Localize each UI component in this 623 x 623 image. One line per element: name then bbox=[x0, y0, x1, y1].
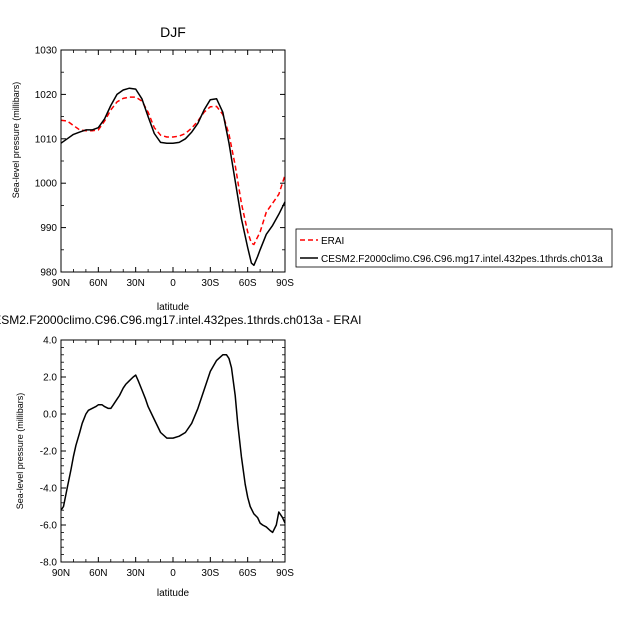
x-tick-label: 60S bbox=[239, 278, 257, 289]
y-tick-label: 1030 bbox=[35, 46, 58, 57]
x-tick-label: 30N bbox=[126, 568, 144, 579]
x-tick-labels: 90N 60N 30N 0 30S 60S 90S bbox=[52, 568, 294, 579]
series-lines bbox=[60, 87, 286, 267]
x-tick-label: 0 bbox=[170, 278, 176, 289]
y-tick-label: -2.0 bbox=[40, 447, 58, 458]
x-tick-label: 30N bbox=[126, 278, 144, 289]
series-line-cesm2 bbox=[60, 87, 286, 267]
axis-ticks bbox=[60, 49, 286, 273]
x-tick-label: 60N bbox=[89, 568, 107, 579]
y-tick-label: 1010 bbox=[35, 134, 58, 145]
legend-entry-erai: ERAI bbox=[321, 236, 344, 247]
series-lines bbox=[60, 354, 286, 534]
y-tick-label: -6.0 bbox=[40, 521, 58, 532]
y-tick-label: -8.0 bbox=[40, 558, 58, 569]
x-tick-label: 90N bbox=[52, 278, 70, 289]
legend: ERAI CESM2.F2000climo.C96.C96.mg17.intel… bbox=[295, 228, 613, 268]
series-line-difference bbox=[60, 354, 286, 534]
y-tick-label: 980 bbox=[40, 268, 57, 279]
x-tick-label: 0 bbox=[170, 568, 176, 579]
y-axis-label: Sea-level pressure (millibars) bbox=[11, 82, 21, 199]
y-axis-label: Sea-level pressure (millibars) bbox=[15, 393, 25, 510]
y-tick-label: 990 bbox=[40, 223, 57, 234]
x-tick-labels: 90N 60N 30N 0 30S 60S 90S bbox=[52, 278, 294, 289]
x-tick-label: 30S bbox=[201, 568, 219, 579]
y-tick-label: -4.0 bbox=[40, 484, 58, 495]
chart-title: CESM2.F2000climo.C96.C96.mg17.intel.432p… bbox=[0, 313, 361, 327]
x-axis-label: latitude bbox=[157, 588, 190, 599]
x-axis-label: latitude bbox=[157, 302, 190, 313]
chart-title: DJF bbox=[160, 24, 186, 40]
axis-ticks bbox=[60, 339, 286, 563]
chart-panel-djf: DJF latitude Sea-level pressure (milliba… bbox=[11, 24, 294, 313]
x-tick-label: 30S bbox=[201, 278, 219, 289]
y-tick-label: 1000 bbox=[35, 179, 58, 190]
y-tick-label: 4.0 bbox=[43, 336, 57, 347]
y-tick-label: 1020 bbox=[35, 90, 58, 101]
legend-box bbox=[295, 228, 613, 268]
x-tick-label: 90N bbox=[52, 568, 70, 579]
x-tick-label: 60S bbox=[239, 568, 257, 579]
chart-panel-difference: CESM2.F2000climo.C96.C96.mg17.intel.432p… bbox=[0, 313, 361, 599]
y-tick-label: 0.0 bbox=[43, 410, 57, 421]
y-tick-labels: 980 990 1000 1010 1020 1030 bbox=[35, 46, 58, 279]
plot-frame bbox=[60, 339, 286, 563]
x-tick-label: 90S bbox=[276, 278, 294, 289]
legend-entry-cesm2: CESM2.F2000climo.C96.C96.mg17.intel.432p… bbox=[321, 254, 603, 265]
y-tick-label: 2.0 bbox=[43, 373, 57, 384]
y-tick-labels: -8.0 -6.0 -4.0 -2.0 0.0 2.0 4.0 bbox=[40, 336, 58, 569]
plot-frame bbox=[60, 49, 286, 273]
x-tick-label: 60N bbox=[89, 278, 107, 289]
series-line-erai bbox=[60, 96, 286, 246]
x-tick-label: 90S bbox=[276, 568, 294, 579]
